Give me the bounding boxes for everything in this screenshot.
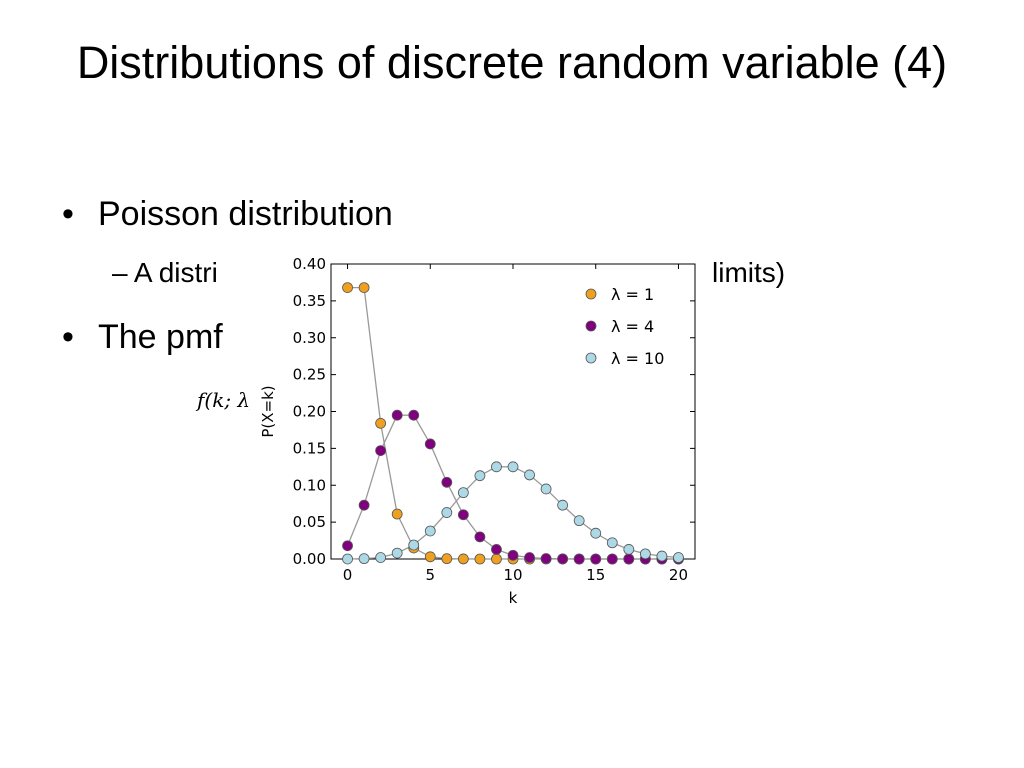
data-point xyxy=(391,409,403,421)
data-point xyxy=(342,540,353,552)
data-point xyxy=(623,553,635,565)
data-point xyxy=(590,553,602,565)
data-point xyxy=(391,508,403,520)
data-point xyxy=(441,476,453,488)
data-point xyxy=(507,461,519,473)
pmf-formula: f(k; λ) xyxy=(197,388,258,412)
y-tick-label: 0.40 xyxy=(293,255,326,273)
data-point xyxy=(474,553,486,565)
plot-frame xyxy=(330,263,696,560)
data-point xyxy=(673,552,684,563)
data-point xyxy=(573,553,585,565)
data-point xyxy=(375,445,387,456)
data-point xyxy=(375,552,387,563)
data-point xyxy=(457,553,469,565)
x-tick-label: 10 xyxy=(503,566,522,584)
data-point xyxy=(491,553,502,565)
legend-label: λ = 10 xyxy=(611,349,664,368)
sub-bullet-text: A distri xyxy=(133,257,218,288)
data-point xyxy=(441,553,453,565)
x-tick-label: 5 xyxy=(425,566,435,584)
data-point xyxy=(342,282,353,293)
chart-points xyxy=(342,282,684,565)
bullet-text: The pmf xyxy=(98,318,223,356)
bullet-text: Poisson distribution xyxy=(98,195,393,233)
x-tick-label: 20 xyxy=(669,566,688,584)
data-point xyxy=(540,553,552,564)
data-point xyxy=(623,544,635,555)
data-point xyxy=(474,531,486,543)
data-point xyxy=(424,438,436,450)
data-point xyxy=(408,539,420,551)
data-point xyxy=(457,487,469,499)
data-point xyxy=(408,409,420,421)
legend-label: λ = 4 xyxy=(611,317,654,336)
data-point xyxy=(524,469,535,481)
data-point xyxy=(358,499,370,511)
x-tick-label: 0 xyxy=(343,566,353,584)
x-axis-label: k xyxy=(509,589,518,607)
y-tick-label: 0.35 xyxy=(293,292,326,310)
data-point xyxy=(491,544,502,555)
data-point xyxy=(590,527,602,539)
legend-marker xyxy=(585,288,597,300)
data-point xyxy=(375,417,387,429)
data-point xyxy=(639,548,651,560)
data-point xyxy=(656,550,668,562)
bullet-marker: • xyxy=(62,318,74,356)
y-tick-label: 0.25 xyxy=(293,366,326,384)
y-tick-label: 0.30 xyxy=(293,329,326,347)
data-point xyxy=(606,553,618,565)
data-point xyxy=(557,499,569,511)
data-point xyxy=(557,553,569,565)
legend-marker xyxy=(585,320,597,332)
series-line xyxy=(346,414,679,560)
x-tick-label: 15 xyxy=(586,566,605,584)
sub-bullet-marker: – xyxy=(112,257,128,288)
data-point xyxy=(507,549,519,561)
data-point xyxy=(358,553,370,565)
bullet-poisson: • Poisson distribution xyxy=(62,194,393,234)
chart-svg: 0.00 0.05 0.10 0.15 0.20 0.25 0.30 0.35 0.40 0 5 10… xyxy=(259,255,696,607)
data-point xyxy=(474,470,486,482)
poisson-chart: 0.00 0.05 0.10 0.15 0.20 0.25 0.30 0.35 0.40 0 5 10… xyxy=(250,250,710,610)
data-point xyxy=(540,483,552,495)
y-tick-label: 0.00 xyxy=(293,550,326,568)
y-tick-label: 0.10 xyxy=(293,476,326,494)
y-tick-label: 0.15 xyxy=(293,439,326,457)
y-tick-label: 0.20 xyxy=(293,403,326,421)
data-point xyxy=(342,553,353,565)
data-point xyxy=(457,509,469,521)
data-point xyxy=(524,552,535,563)
slide-title: Distributions of discrete random variabl… xyxy=(76,37,948,88)
legend-label: λ = 1 xyxy=(611,285,654,304)
data-point xyxy=(491,461,502,473)
legend-marker xyxy=(585,352,597,364)
data-point xyxy=(358,282,370,293)
sub-bullet-distribution: – A distri xyxy=(112,256,218,290)
bullet-marker: • xyxy=(62,195,74,233)
sub-bullet-text-tail: limits) xyxy=(712,257,786,288)
data-point xyxy=(441,507,453,518)
data-point xyxy=(391,547,403,559)
chart-axes: 0.00 0.05 0.10 0.15 0.20 0.25 0.30 0.35 0.40 0 5 10… xyxy=(259,255,696,607)
y-tick-label: 0.05 xyxy=(293,513,326,531)
chart-legend: λ = 1 λ = 4 λ = 10 xyxy=(585,285,664,368)
y-axis-label: P(X=k) xyxy=(259,385,277,437)
data-point xyxy=(424,551,436,563)
data-point xyxy=(606,537,618,549)
data-point xyxy=(573,515,585,527)
data-point xyxy=(424,525,436,537)
bullet-pmf: • The pmf xyxy=(62,317,223,357)
